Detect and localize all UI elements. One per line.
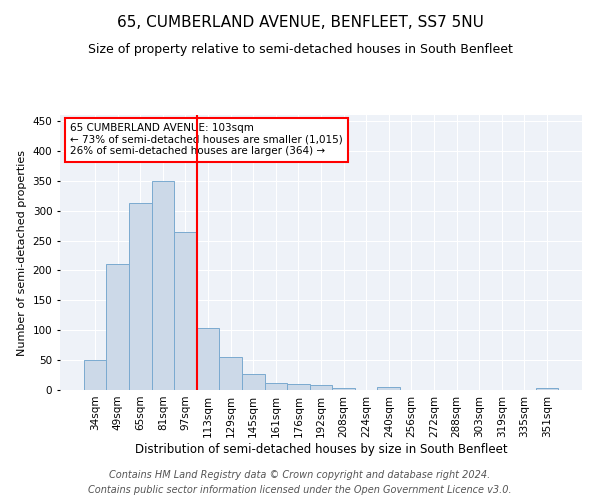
Bar	[152, 181, 174, 390]
Bar	[129, 204, 152, 390]
Y-axis label: Number of semi-detached properties: Number of semi-detached properties	[17, 150, 27, 356]
Bar	[84, 360, 106, 390]
Text: 65 CUMBERLAND AVENUE: 103sqm
← 73% of semi-detached houses are smaller (1,015)
2: 65 CUMBERLAND AVENUE: 103sqm ← 73% of se…	[70, 123, 343, 156]
Bar	[106, 264, 129, 390]
Bar	[220, 357, 242, 390]
Text: Contains public sector information licensed under the Open Government Licence v3: Contains public sector information licen…	[88, 485, 512, 495]
X-axis label: Distribution of semi-detached houses by size in South Benfleet: Distribution of semi-detached houses by …	[134, 442, 508, 456]
Text: 65, CUMBERLAND AVENUE, BENFLEET, SS7 5NU: 65, CUMBERLAND AVENUE, BENFLEET, SS7 5NU	[116, 15, 484, 30]
Bar	[174, 232, 197, 390]
Bar	[377, 387, 400, 390]
Bar	[536, 388, 558, 390]
Bar	[197, 328, 220, 390]
Bar	[242, 374, 265, 390]
Bar	[332, 388, 355, 390]
Text: Size of property relative to semi-detached houses in South Benfleet: Size of property relative to semi-detach…	[88, 42, 512, 56]
Bar	[265, 383, 287, 390]
Bar	[310, 384, 332, 390]
Text: Contains HM Land Registry data © Crown copyright and database right 2024.: Contains HM Land Registry data © Crown c…	[109, 470, 491, 480]
Bar	[287, 384, 310, 390]
